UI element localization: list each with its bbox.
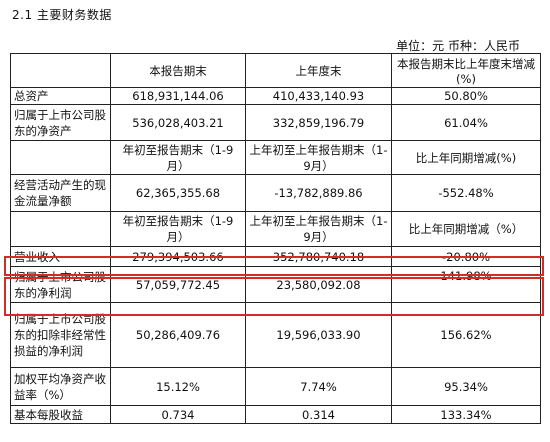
header-cell <box>10 53 111 88</box>
value-cell: 61.04% <box>391 104 541 141</box>
value-cell: 133.34% <box>391 405 541 424</box>
row-label: 归属于上市公司股东的净资产 <box>10 104 111 141</box>
value-cell: -13,782,889.86 <box>245 174 392 212</box>
value-cell: 536,028,403.21 <box>110 104 246 141</box>
header-cell: 年初至报告期末（1-9月） <box>110 211 246 247</box>
header-cell <box>10 211 111 247</box>
value-cell: 19,596,033.90 <box>245 302 392 368</box>
header-cell: 年初至报告期末（1-9月） <box>110 140 246 175</box>
header-cell: 比上年同期增减（%） <box>391 211 541 247</box>
header-cell: 上年初至上年报告期末（1-9月） <box>245 140 392 175</box>
unit-currency-line: 单位：元 币种：人民币 <box>396 39 520 53</box>
table-row: 归属于上市公司股东的扣除非经常性损益的净利润 50,286,409.76 19,… <box>10 302 541 368</box>
value-cell: 95.34% <box>391 367 541 406</box>
row-label: 总资产 <box>10 87 111 105</box>
value-cell: 352,780,740.18 <box>245 246 392 267</box>
value-cell: -20.80% <box>391 246 541 267</box>
header-cell: 本报告期末 <box>110 53 246 88</box>
table-header-row: 本报告期末 上年度末 本报告期末比上年度末增减(%) <box>10 53 541 88</box>
value-cell: 141.98% <box>391 266 541 303</box>
value-cell: 50,286,409.76 <box>110 302 246 368</box>
header-cell: 上年初至上年报告期末（1-9月） <box>245 211 392 247</box>
value-cell: 0.314 <box>245 405 392 424</box>
table-row: 经营活动产生的现金流量净额 62,365,355.68 -13,782,889.… <box>10 174 541 212</box>
value-cell: 0.734 <box>110 405 246 424</box>
table-header-row: 年初至报告期末（1-9月） 上年初至上年报告期末（1-9月） 比上年同期增减(%… <box>10 140 541 175</box>
row-label: 归属于上市公司股东的扣除非经常性损益的净利润 <box>10 302 111 368</box>
table-row: 总资产 618,931,144.06 410,433,140.93 50.80% <box>10 87 541 105</box>
value-cell: 50.80% <box>391 87 541 105</box>
financial-data-table: 本报告期末 上年度末 本报告期末比上年度末增减(%) 总资产 618,931,1… <box>10 53 541 424</box>
value-cell: -552.48% <box>391 174 541 212</box>
value-cell: 57,059,772.45 <box>110 266 246 303</box>
header-cell: 上年度末 <box>245 53 392 88</box>
row-label: 加权平均净资产收益率（%） <box>10 367 111 406</box>
header-cell: 本报告期末比上年度末增减(%) <box>391 53 541 88</box>
table-row: 加权平均净资产收益率（%） 15.12% 7.74% 95.34% <box>10 367 541 406</box>
table-row: 归属于上市公司股东的净资产 536,028,403.21 332,859,196… <box>10 104 541 141</box>
value-cell: 7.74% <box>245 367 392 406</box>
value-cell: 279,394,503.66 <box>110 246 246 267</box>
value-cell: 156.62% <box>391 302 541 368</box>
header-cell <box>10 140 111 175</box>
section-title: 2.1 主要财务数据 <box>12 8 112 22</box>
table-row: 归属于上市公司股东的净利润 57,059,772.45 23,580,092.0… <box>10 266 541 303</box>
table-row: 营业收入 279,394,503.66 352,780,740.18 -20.8… <box>10 246 541 267</box>
row-label: 归属于上市公司股东的净利润 <box>10 266 111 303</box>
value-cell: 62,365,355.68 <box>110 174 246 212</box>
row-label: 营业收入 <box>10 246 111 267</box>
value-cell: 332,859,196.79 <box>245 104 392 141</box>
row-label: 经营活动产生的现金流量净额 <box>10 174 111 212</box>
row-label: 基本每股收益 <box>10 405 111 424</box>
value-cell: 410,433,140.93 <box>245 87 392 105</box>
value-cell: 15.12% <box>110 367 246 406</box>
header-cell: 比上年同期增减(%) <box>391 140 541 175</box>
table-header-row: 年初至报告期末（1-9月） 上年初至上年报告期末（1-9月） 比上年同期增减（%… <box>10 211 541 247</box>
value-cell: 618,931,144.06 <box>110 87 246 105</box>
value-cell: 23,580,092.08 <box>245 266 392 303</box>
table-row: 基本每股收益 0.734 0.314 133.34% <box>10 405 541 424</box>
